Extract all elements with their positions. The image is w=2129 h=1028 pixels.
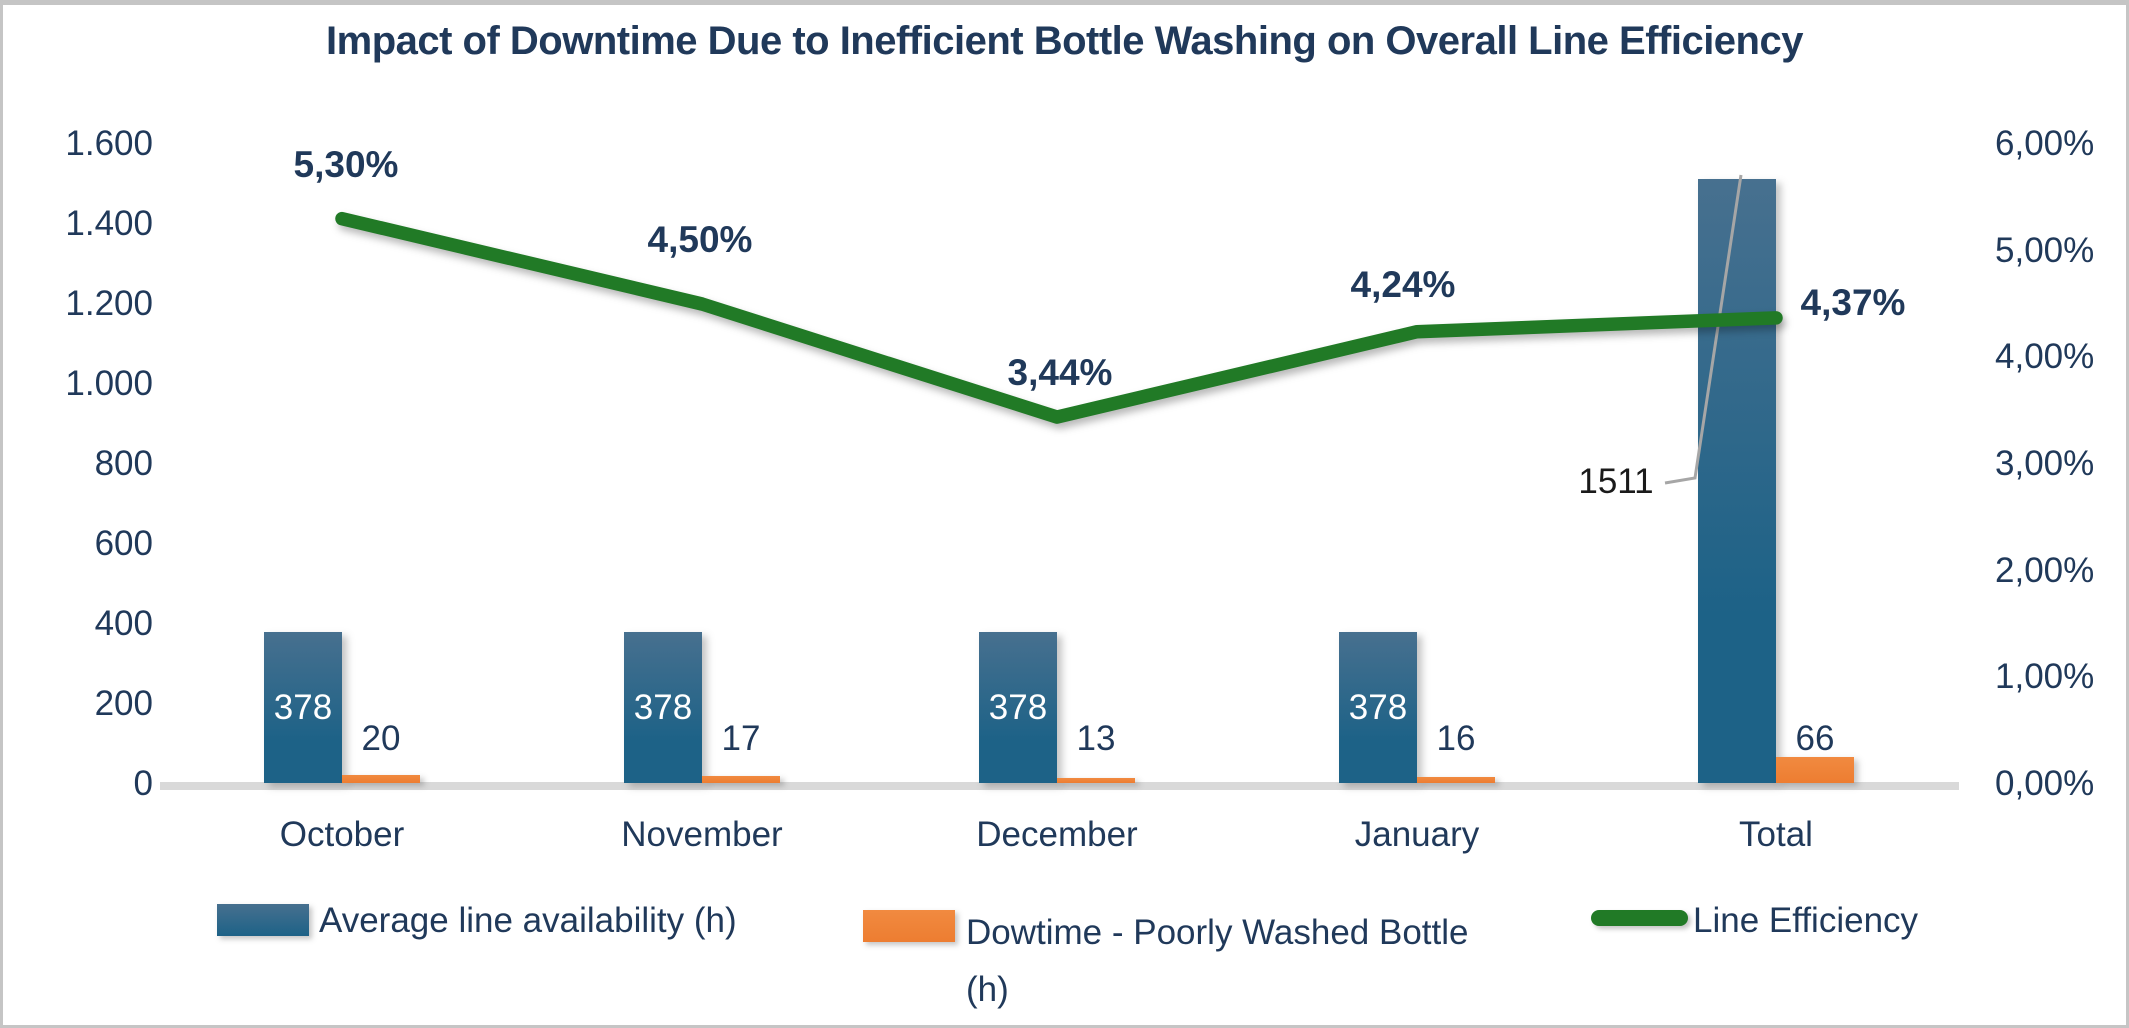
bar-label-average-december: 378	[988, 688, 1048, 727]
bar-average-december	[979, 631, 1057, 783]
legend-swatch-blue-bar-icon	[217, 904, 309, 936]
right-axis-tick: 2,00%	[1995, 550, 2095, 590]
legend-label-downtime-poorly-washed-bottle: Dowtime - Poorly Washed Bottle (h)	[966, 913, 1469, 1009]
bar-label-average-october: 378	[273, 688, 333, 727]
legend-label-average-line-availability: Average line availability (h)	[319, 901, 737, 940]
bar-downtime-november	[702, 776, 780, 783]
left-axis-tick: 1.400	[65, 204, 153, 243]
bar-label-downtime-december: 13	[1076, 719, 1116, 758]
right-axis-tick: 5,00%	[1995, 230, 2095, 270]
legend-label-line-efficiency: Line Efficiency	[1693, 901, 1919, 940]
right-axis-tick: 1,00%	[1995, 657, 2095, 697]
left-axis-tick: 1.600	[65, 124, 153, 163]
category-label-october: October	[279, 815, 405, 854]
line-label-january: 4,24%	[1350, 264, 1456, 305]
legend-swatch-green-line-icon	[1591, 910, 1688, 926]
legend-item-line-efficiency[interactable]: Line Efficiency	[1591, 902, 1918, 940]
bar-downtime-total	[1776, 756, 1854, 783]
bar-label-downtime-january: 16	[1436, 719, 1476, 758]
bar-label-downtime-october: 20	[361, 719, 401, 758]
bar-downtime-october	[342, 775, 420, 783]
line-label-total: 4,37%	[1800, 282, 1906, 323]
legend-item-downtime-poorly-washed-bottle[interactable]: Dowtime - Poorly Washed Bottle (h)	[863, 904, 1469, 1018]
right-axis-tick: 4,00%	[1995, 337, 2095, 377]
callout-label-total-1511: 1511	[1578, 462, 1654, 501]
legend-item-average-line-availability[interactable]: Average line availability (h)	[217, 902, 737, 940]
category-label-january: January	[1354, 815, 1480, 854]
bar-downtime-january	[1417, 776, 1495, 783]
category-label-total: Total	[1739, 815, 1813, 854]
legend-swatch-orange-bar-icon	[863, 910, 955, 942]
bar-average-total	[1698, 178, 1776, 783]
x-axis-line	[160, 782, 1959, 790]
bar-downtime-december	[1057, 777, 1135, 783]
bar-average-january	[1339, 631, 1417, 783]
chart-title: Impact of Downtime Due to Inefficient Bo…	[326, 19, 1803, 63]
bar-label-downtime-total: 66	[1795, 719, 1835, 758]
bar-label-average-january: 378	[1348, 688, 1408, 727]
left-axis-tick: 1.200	[65, 284, 153, 323]
left-axis-tick: 0	[133, 764, 153, 803]
right-axis-tick: 6,00%	[1995, 124, 2095, 163]
bar-average-november	[624, 631, 702, 783]
left-axis-tick: 200	[94, 684, 153, 723]
left-axis-tick: 400	[94, 604, 153, 643]
bar-average-october	[264, 631, 342, 783]
category-label-december: December	[976, 815, 1138, 854]
right-axis-tick: 3,00%	[1995, 444, 2095, 483]
left-axis-tick: 600	[94, 524, 153, 563]
line-label-november: 4,50%	[647, 219, 753, 260]
right-axis-tick: 0,00%	[1995, 764, 2095, 803]
line-label-october: 5,30%	[293, 144, 399, 185]
bar-label-downtime-november: 17	[721, 719, 761, 758]
left-axis-tick: 800	[94, 444, 153, 483]
left-axis-tick: 1.000	[65, 364, 153, 403]
bar-label-average-november: 378	[633, 688, 693, 727]
category-label-november: November	[621, 815, 783, 854]
line-label-december: 3,44%	[1007, 352, 1113, 393]
